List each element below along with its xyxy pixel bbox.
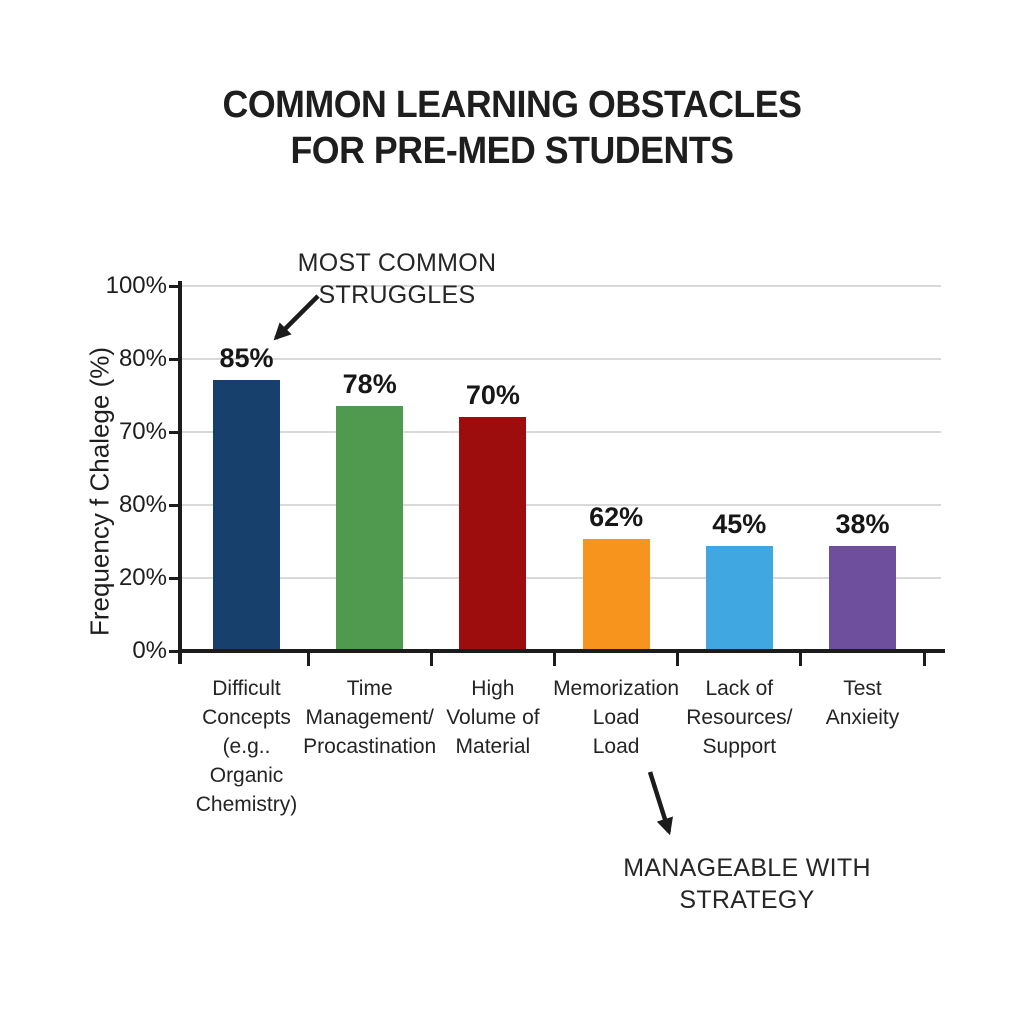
x-tick-mark	[306, 653, 310, 666]
category-label-line: Volume of	[446, 706, 540, 729]
y-tick-mark	[169, 649, 180, 653]
category-label-line: Memorization	[553, 677, 680, 700]
category-label-line: Load	[592, 735, 640, 758]
y-tick-label: 0%	[132, 637, 167, 664]
gridline	[181, 358, 941, 360]
category-label-line: Management/	[305, 706, 434, 729]
gridline	[181, 504, 941, 506]
category-label-difficult-concepts: Difficult Concepts (e.g.. Organic Chemistry)	[180, 674, 314, 819]
bar-high-volume	[459, 417, 527, 651]
arrow-manageable	[647, 771, 673, 836]
bar-value-difficult-concepts: 85%	[219, 343, 274, 373]
gridline	[181, 431, 941, 433]
bar-value-lack-of-resources: 45%	[712, 509, 767, 539]
category-label-line: Difficult	[212, 677, 281, 700]
x-tick-mark	[799, 653, 803, 666]
y-tick-mark	[169, 357, 180, 361]
x-tick-mark	[429, 653, 433, 666]
y-tick-label: 80%	[118, 345, 167, 372]
bar-value-test-anxiety: 38%	[835, 509, 890, 539]
category-label-line: Material	[455, 735, 531, 758]
bar-memorization-load	[582, 539, 650, 651]
category-label-memorization-load: Memorization Load Load	[549, 674, 683, 761]
category-label-line: Anxieity	[825, 706, 900, 729]
x-tick-mark	[676, 653, 680, 666]
category-label-line: Concepts	[202, 706, 291, 729]
bar-difficult-concepts	[213, 380, 280, 651]
y-tick-label: 80%	[118, 491, 167, 518]
bar-value-time-management: 78%	[342, 369, 397, 399]
chart-title-line2: FOR PRE-MED STUDENTS	[290, 130, 734, 172]
y-tick-label: 70%	[118, 418, 167, 445]
category-label-lack-of-resources: Lack of Resources/Support	[672, 674, 806, 761]
annotation-manageable: MANAGEABLE WITH STRATEGY	[623, 854, 871, 914]
x-axis-line	[178, 649, 945, 653]
category-label-line: Organic	[209, 764, 284, 787]
chart-title: COMMON LEARNING OBSTACLES FOR PRE-MED ST…	[0, 82, 1024, 174]
y-tick-label: 100%	[105, 272, 167, 299]
category-label-line: Support	[702, 735, 777, 758]
bar-test-anxiety	[829, 546, 896, 651]
category-label-line: Test	[843, 677, 882, 700]
chart-title-line1: COMMON LEARNING OBSTACLES	[222, 84, 802, 126]
category-label-line: Time	[346, 677, 393, 700]
category-label-time-management: Time Management/Procastination	[303, 674, 437, 761]
y-tick-mark	[169, 284, 180, 288]
gridline	[181, 577, 941, 579]
category-label-high-volume: High Volume of Material	[426, 674, 560, 761]
category-label-line: Load	[592, 706, 640, 729]
y-tick-mark	[169, 430, 180, 434]
gridline	[181, 285, 941, 287]
y-tick-mark	[169, 503, 180, 507]
x-tick-mark	[553, 653, 556, 666]
category-label-line: Resources/	[686, 706, 793, 729]
category-label-line: High	[471, 677, 515, 700]
y-tick-label: 20%	[118, 564, 167, 591]
category-label-line: Procastination	[303, 735, 437, 758]
bar-lack-of-resources	[705, 546, 773, 651]
bar-value-high-volume: 70%	[465, 380, 520, 410]
category-label-line: Chemistry)	[195, 793, 298, 816]
bar-value-memorization-load: 62%	[589, 502, 644, 532]
bar-time-management	[336, 406, 404, 651]
annotation-most-common-line1: MOST COMMON	[297, 249, 497, 277]
annotation-most-common-line2: STRUGGLES	[318, 281, 476, 309]
y-tick-mark	[169, 576, 180, 580]
annotation-most-common: MOST COMMON STRUGGLES	[287, 247, 507, 311]
category-label-line: Lack of	[705, 677, 774, 700]
category-label-line: (e.g..	[222, 735, 271, 758]
y-axis-line	[178, 281, 182, 664]
category-label-test-anxiety: Test Anxieity	[796, 674, 930, 732]
x-tick-mark	[922, 653, 926, 666]
